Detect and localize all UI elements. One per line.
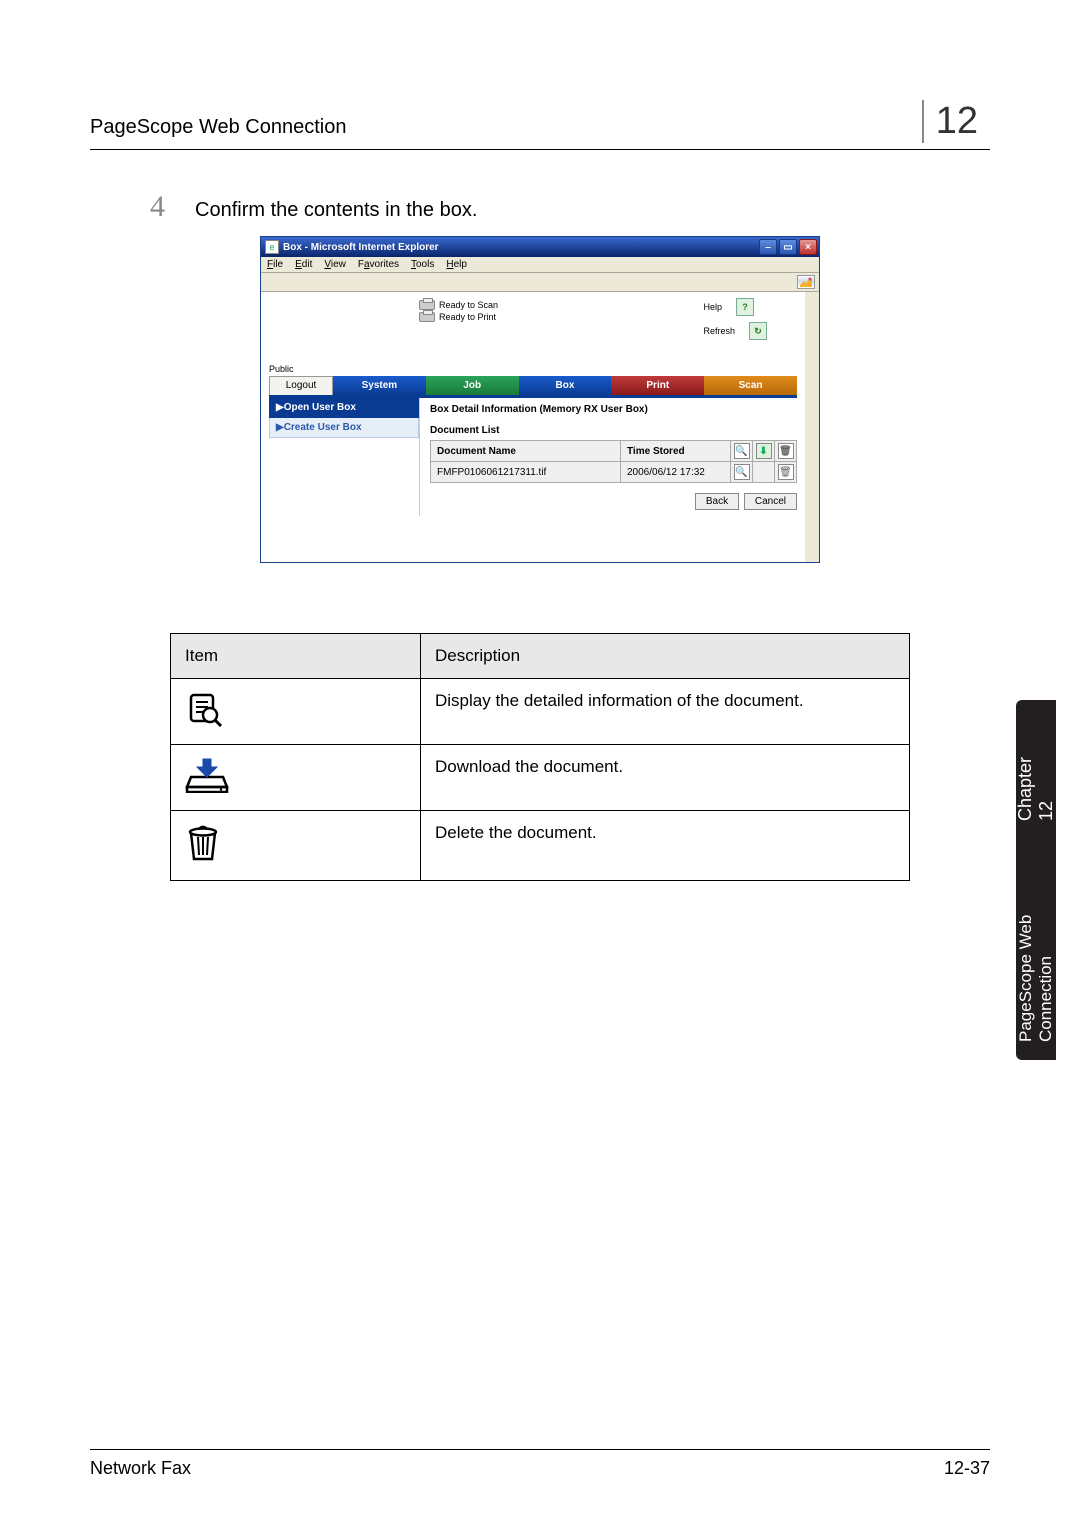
- description-table: Item Description Display the detailed in…: [170, 633, 910, 881]
- desc-delete: Delete the document.: [421, 811, 910, 881]
- table-row: Download the document.: [171, 745, 910, 811]
- magnifier-page-icon: [185, 691, 225, 727]
- chapter-number: 12: [922, 100, 990, 143]
- chapter-side-tab: PageScope Web Connection Chapter 12: [1016, 700, 1056, 1060]
- tab-print[interactable]: Print: [611, 376, 704, 395]
- ie-title-text: Box - Microsoft Internet Explorer: [283, 242, 759, 253]
- page-header-title: PageScope Web Connection: [90, 116, 922, 139]
- document-list-table: Document Name Time Stored 🔍 ⬇ 🗑 FMFP0106…: [430, 440, 797, 483]
- header-item: Item: [171, 634, 421, 679]
- status-scan: Ready to Scan: [419, 300, 498, 310]
- menu-file[interactable]: File: [267, 259, 283, 270]
- cell-time-stored: 2006/06/12 17:32: [621, 462, 731, 483]
- close-button[interactable]: ×: [799, 239, 817, 255]
- refresh-link[interactable]: Refresh: [703, 326, 735, 336]
- tab-system[interactable]: System: [333, 376, 426, 395]
- download-to-drive-icon: [185, 757, 225, 793]
- ie-app-icon: e: [265, 240, 279, 254]
- printer-icon: [419, 300, 435, 310]
- desc-download: Download the document.: [421, 745, 910, 811]
- col-document-name: Document Name: [431, 441, 621, 462]
- ie-titlebar: e Box - Microsoft Internet Explorer – ▭ …: [261, 237, 819, 257]
- sidebar-item-create-user-box[interactable]: ▶Create User Box: [269, 418, 419, 438]
- menu-view[interactable]: View: [324, 259, 346, 270]
- table-row: Display the detailed information of the …: [171, 679, 910, 745]
- download-icon: ⬇: [756, 443, 772, 459]
- printer-icon: [419, 312, 435, 322]
- help-icon[interactable]: ?: [736, 298, 754, 316]
- tab-box[interactable]: Box: [519, 376, 612, 395]
- tab-scan[interactable]: Scan: [704, 376, 797, 395]
- refresh-icon[interactable]: ↻: [749, 322, 767, 340]
- col-download-icon: ⬇: [753, 441, 775, 462]
- col-delete-icon: 🗑: [775, 441, 797, 462]
- col-detail-icon: 🔍: [731, 441, 753, 462]
- row-delete-button[interactable]: 🗑: [778, 464, 794, 480]
- footer-right: 12-37: [944, 1458, 990, 1479]
- ie-throbber-icon: [797, 275, 815, 289]
- box-detail-title: Box Detail Information (Memory RX User B…: [430, 404, 797, 415]
- maximize-button[interactable]: ▭: [779, 239, 797, 255]
- table-row: FMFP0106061217311.tif 2006/06/12 17:32 🔍…: [431, 462, 797, 483]
- logout-button[interactable]: Logout: [269, 376, 333, 395]
- col-time-stored: Time Stored: [621, 441, 731, 462]
- desc-detail: Display the detailed information of the …: [421, 679, 910, 745]
- side-tab-text: PageScope Web Connection: [1016, 838, 1056, 1042]
- menu-edit[interactable]: Edit: [295, 259, 312, 270]
- tab-job[interactable]: Job: [426, 376, 519, 395]
- trash-icon: 🗑: [778, 443, 794, 459]
- sidebar-item-open-user-box[interactable]: ▶Open User Box: [269, 398, 419, 418]
- side-tab-chapter: Chapter 12: [1015, 738, 1057, 821]
- document-list-label: Document List: [430, 425, 797, 436]
- step-number: 4: [150, 190, 165, 224]
- header-description: Description: [421, 634, 910, 679]
- status-print: Ready to Print: [419, 312, 498, 322]
- minimize-button[interactable]: –: [759, 239, 777, 255]
- menu-help[interactable]: Help: [446, 259, 467, 270]
- step-text: Confirm the contents in the box.: [195, 199, 477, 222]
- back-button[interactable]: Back: [695, 493, 739, 510]
- cancel-button[interactable]: Cancel: [744, 493, 797, 510]
- menu-favorites[interactable]: Favorites: [358, 259, 399, 270]
- magnifier-icon: 🔍: [734, 443, 750, 459]
- trash-can-icon: [185, 823, 225, 859]
- help-link[interactable]: Help: [703, 302, 722, 312]
- cell-document-name: FMFP0106061217311.tif: [431, 462, 621, 483]
- footer-left: Network Fax: [90, 1458, 191, 1479]
- row-detail-button[interactable]: 🔍: [734, 464, 750, 480]
- breadcrumb: Public: [269, 364, 797, 374]
- table-row: Delete the document.: [171, 811, 910, 881]
- ie-window: e Box - Microsoft Internet Explorer – ▭ …: [260, 236, 820, 563]
- ie-menubar: File Edit View Favorites Tools Help: [261, 257, 819, 273]
- menu-tools[interactable]: Tools: [411, 259, 434, 270]
